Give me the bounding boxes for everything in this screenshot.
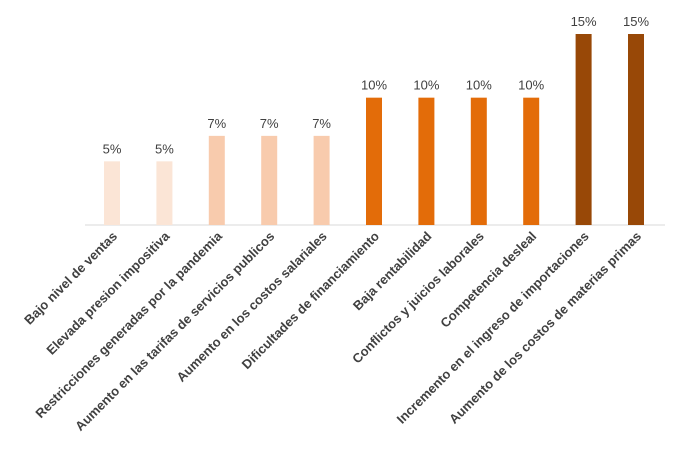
data-labels-group: 5% 5% 7% 7% 7% 10% 10% 10% 10% 15% 15% [103,14,650,156]
bars-group [104,34,644,225]
category-label-9: Incremento en el ingreso de importacione… [394,229,592,427]
data-label-6: 10% [413,78,439,93]
category-label-8: Competencia desleal [437,229,539,331]
bar-7 [470,97,487,225]
bar-6 [418,97,435,225]
category-label-3: Aumento en las tarifas de servicios publ… [72,229,277,434]
bar-3 [261,135,278,225]
bar-10 [628,34,644,225]
data-label-3: 7% [260,116,279,131]
category-label-10: Aumento de los costos de materias primas [446,229,644,427]
bar-2 [208,135,225,225]
bar-4 [313,135,330,225]
data-label-7: 10% [466,78,492,93]
category-label-0: Bajo nivel de ventas [21,229,120,328]
data-label-1: 5% [155,141,174,156]
bar-5 [366,97,382,225]
bar-9 [575,34,592,225]
data-label-0: 5% [103,141,122,156]
category-label-2: Restricciones generadas por la pandemia [32,228,225,421]
bar-8 [523,97,540,225]
data-label-9: 15% [571,14,597,29]
data-label-5: 10% [361,78,387,93]
bar-1 [156,161,173,225]
data-label-8: 10% [518,78,544,93]
data-label-4: 7% [312,116,331,131]
data-label-10: 15% [623,14,649,29]
bar-0 [104,161,120,225]
data-label-2: 7% [207,116,226,131]
